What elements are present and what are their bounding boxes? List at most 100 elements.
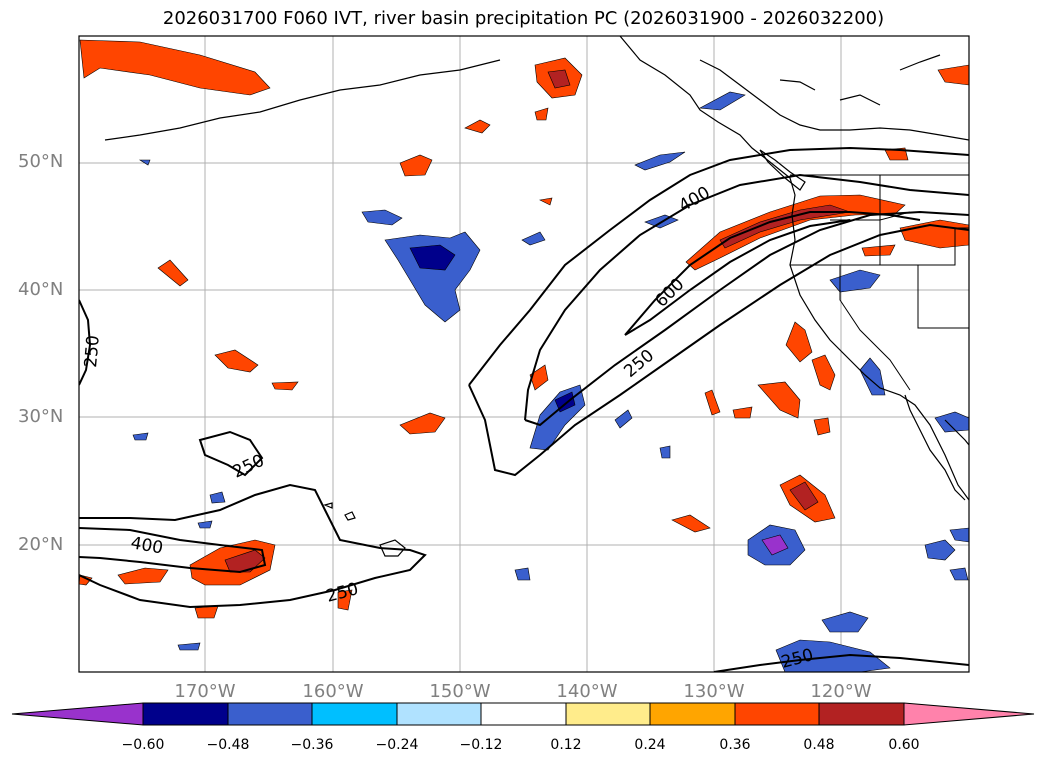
anomaly-neg xyxy=(209,491,226,504)
borders xyxy=(790,174,969,391)
contour-label: 250 xyxy=(230,451,268,483)
map-title: 2026031700 F060 IVT, river basin precipi… xyxy=(162,8,885,29)
anomaly-neg xyxy=(614,409,633,429)
anomaly-pos xyxy=(157,259,189,287)
state-border xyxy=(917,265,969,329)
anomaly-neg xyxy=(634,151,686,171)
state-border xyxy=(839,265,911,391)
anomaly-neg xyxy=(384,231,481,323)
bc-coast xyxy=(699,59,969,141)
ivt-contour-400 xyxy=(524,173,969,421)
anomaly-neg xyxy=(821,611,869,633)
map-frame xyxy=(78,35,970,673)
contour-label: 250 xyxy=(620,346,658,382)
gulf-coast xyxy=(944,419,969,446)
anomaly-neg xyxy=(514,567,531,581)
anomaly-pos xyxy=(399,412,446,435)
anomaly-neg xyxy=(924,539,956,561)
lat-label: 40°N xyxy=(18,279,64,300)
ivt-contour-250-bottom xyxy=(713,653,969,672)
anomaly-neg xyxy=(949,527,969,543)
anomaly-pos xyxy=(399,154,433,177)
colorbar-swatch xyxy=(142,702,229,726)
anomaly-neg xyxy=(138,159,151,166)
colorbar-tick-label: 0.36 xyxy=(719,737,751,753)
colorbar-tick-label: 0.12 xyxy=(550,737,582,753)
anomaly-pos xyxy=(685,194,906,271)
anomaly-pos xyxy=(534,107,549,121)
colorbar-tick-label: −0.12 xyxy=(459,737,503,753)
gridlines xyxy=(79,36,969,672)
contour-label: 400 xyxy=(129,533,164,558)
colorbar-extend-low xyxy=(11,702,144,726)
anomaly-pos xyxy=(337,589,353,611)
anomaly-pos-core xyxy=(547,69,571,89)
anomaly-neg xyxy=(659,445,671,459)
anomaly-pos xyxy=(271,381,299,391)
anomaly-pos xyxy=(813,417,831,436)
anomaly-neg xyxy=(949,567,969,581)
colorbar-tick-label: −0.36 xyxy=(290,737,334,753)
ivt-contour-250-west xyxy=(79,299,92,386)
lat-label: 20°N xyxy=(18,534,64,555)
anomaly-neg xyxy=(698,91,746,111)
anomaly-pos xyxy=(671,514,711,533)
colorbar-swatch xyxy=(480,702,567,726)
anomaly-pos xyxy=(704,389,721,416)
contour-label: 250 xyxy=(324,579,361,607)
anomaly-pos xyxy=(811,354,836,391)
anomaly-pos xyxy=(79,39,271,96)
lon-label: 130°W xyxy=(683,681,745,702)
aleutian-chain xyxy=(104,59,501,141)
lon-label: 120°W xyxy=(810,681,872,702)
colorbar-tick-label: 0.24 xyxy=(634,737,666,753)
hawaii-islands xyxy=(323,502,406,557)
ivt-contour-250-south xyxy=(79,483,427,609)
lat-label: 30°N xyxy=(18,406,64,427)
anomaly-neg xyxy=(197,520,213,529)
contour-label: 250 xyxy=(81,334,104,368)
anomaly-neg-core xyxy=(409,244,456,271)
anomaly-neg xyxy=(934,411,969,433)
negative-anomaly-regions xyxy=(132,91,969,672)
ivt-contour-600-return xyxy=(624,219,851,336)
colorbar-swatch xyxy=(649,702,736,726)
anomaly-pos xyxy=(785,321,813,363)
ivt-contour-400-south xyxy=(79,527,267,574)
colorbar-tick-label: 0.60 xyxy=(888,737,920,753)
ivt-contours xyxy=(79,146,969,672)
ivt-contour-600 xyxy=(624,211,921,336)
ivt-contour-250-north-return xyxy=(468,223,969,477)
anomaly-pos xyxy=(861,244,896,257)
anomaly-neg xyxy=(521,231,546,246)
colorbar-tick-label: −0.60 xyxy=(121,737,165,753)
lat-label: 50°N xyxy=(18,151,64,172)
anomaly-pos xyxy=(757,381,801,419)
colorbar-swatch xyxy=(818,702,905,726)
colorbar-tick-label: 0.48 xyxy=(803,737,835,753)
colorbar-tick-label: −0.24 xyxy=(375,737,419,753)
anomaly-pos xyxy=(937,64,969,86)
alaska-coast xyxy=(619,36,969,501)
anomaly-neg xyxy=(132,432,149,441)
colorbar-swatch xyxy=(734,702,820,726)
baja-coast xyxy=(904,394,966,501)
anomaly-pos-core xyxy=(789,481,819,511)
lon-label: 160°W xyxy=(302,681,364,702)
colorbar-swatch xyxy=(396,702,482,726)
ivt-contour-250-hawaii xyxy=(198,430,264,477)
colorbar-swatch xyxy=(227,702,313,726)
anomaly-pos xyxy=(464,119,491,134)
coastlines xyxy=(104,36,969,557)
anomaly-pos xyxy=(194,605,219,619)
anomaly-pos xyxy=(214,349,259,373)
colorbar-tick-label: −0.48 xyxy=(206,737,250,753)
positive-anomaly-regions xyxy=(79,39,969,619)
colorbar xyxy=(11,702,1035,726)
anomaly-pos-core xyxy=(224,549,266,573)
vancouver-island xyxy=(759,149,806,191)
anomaly-neg-core xyxy=(761,534,789,556)
anomaly-neg xyxy=(361,209,403,226)
ivt-contour-250-north xyxy=(468,146,969,386)
anomaly-pos xyxy=(539,197,553,206)
